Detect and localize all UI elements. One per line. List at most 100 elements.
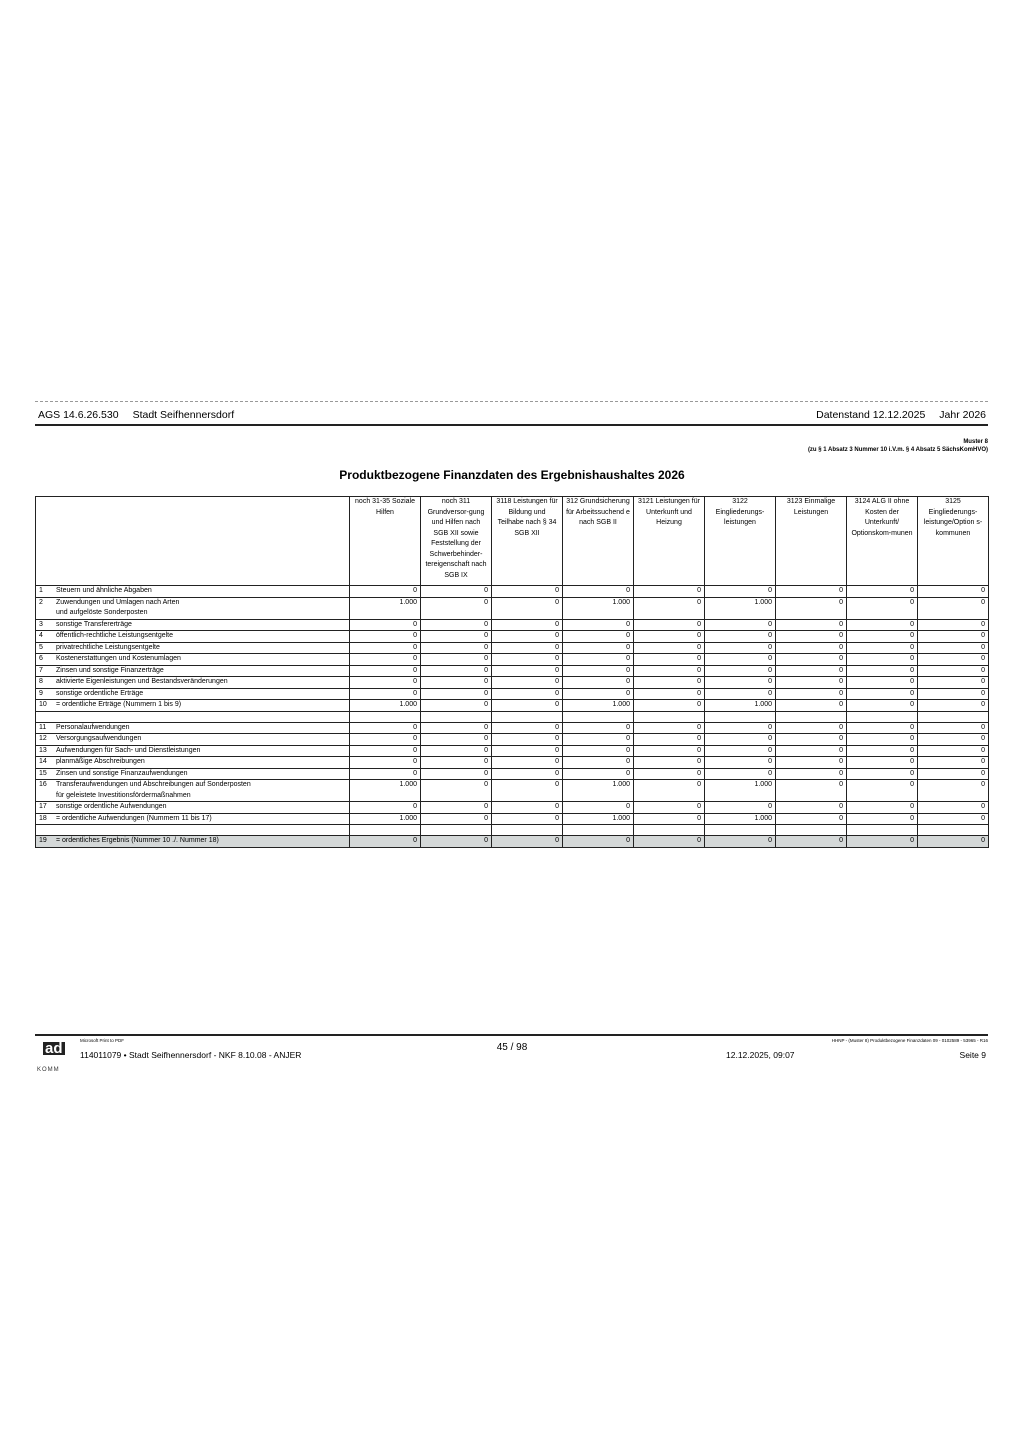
- value-cell: 0: [562, 630, 634, 643]
- value-cell: 0: [775, 618, 847, 631]
- spacer-row: [35, 710, 989, 723]
- value-cell: 0: [846, 812, 918, 825]
- table-row: 11 Personalaufwendungen 0 0 0 0 0 0 0 0 0: [35, 721, 989, 734]
- value-cell: 0: [633, 676, 705, 689]
- footer-left: 114011079 • Stadt Seifhennersdorf - NKF …: [80, 1050, 302, 1060]
- value-cell: 0: [349, 733, 421, 746]
- value-cell: 0: [917, 744, 989, 757]
- row-number: 18: [35, 812, 53, 825]
- value-cell: 0: [562, 835, 634, 848]
- value-cell: 0: [633, 835, 705, 848]
- row-label: sonstige ordentliche Aufwendungen: [53, 801, 350, 814]
- value-cell: 0: [846, 801, 918, 814]
- table-row: 16 Transferaufwendungen und Abschreibunge…: [35, 779, 989, 802]
- value-cell: 0: [420, 676, 492, 689]
- value-cell: 0: [349, 664, 421, 677]
- value-cell: 0: [633, 812, 705, 825]
- value-cell: 0: [704, 653, 776, 666]
- value-cell: 0: [349, 641, 421, 654]
- value-cell: 0: [633, 618, 705, 631]
- data-date: Datenstand 12.12.2025: [816, 409, 926, 421]
- row-label: Personalaufwendungen: [53, 721, 350, 734]
- value-cell: 0: [846, 721, 918, 734]
- value-cell: 0: [420, 756, 492, 769]
- value-cell: 0: [846, 744, 918, 757]
- value-cell: 0: [846, 779, 918, 802]
- row-number: 11: [35, 721, 53, 734]
- value-cell: 0: [775, 653, 847, 666]
- value-cell: 0: [349, 653, 421, 666]
- value-cell: 0: [491, 653, 563, 666]
- empty-cell: [633, 824, 705, 836]
- row-label: privatrechtliche Leistungsentgelte: [53, 641, 350, 654]
- value-cell: 0: [704, 756, 776, 769]
- value-cell: 1.000: [562, 779, 634, 802]
- value-cell: 0: [633, 687, 705, 700]
- row-label: = ordentliche Aufwendungen (Nummern 11 b…: [53, 812, 350, 825]
- row-label: Zinsen und sonstige Finanzaufwendungen: [53, 767, 350, 780]
- table-row: 19 = ordentliches Ergebnis (Nummer 10 ./.…: [35, 835, 989, 848]
- footer-ref: HHNP - (Muster 8) Produktbezogene Finanz…: [831, 1038, 988, 1043]
- value-cell: 0: [775, 676, 847, 689]
- value-cell: 0: [704, 630, 776, 643]
- empty-cell: [349, 824, 421, 836]
- value-cell: 0: [420, 630, 492, 643]
- value-cell: 0: [846, 641, 918, 654]
- value-cell: 0: [917, 641, 989, 654]
- table-row: 3 sonstige Transfererträge 0 0 0 0 0 0 0 0 0: [35, 618, 989, 631]
- value-cell: 0: [491, 641, 563, 654]
- value-cell: 0: [775, 812, 847, 825]
- value-cell: 0: [349, 767, 421, 780]
- value-cell: 0: [775, 699, 847, 712]
- column-header: noch 31-35 Soziale Hilfen: [349, 496, 421, 586]
- value-cell: 0: [775, 687, 847, 700]
- row-label: Aufwendungen für Sach- und Dienstleistun…: [53, 744, 350, 757]
- value-cell: 0: [775, 744, 847, 757]
- row-label: = ordentliches Ergebnis (Nummer 10 ./. N…: [53, 835, 350, 848]
- value-cell: 0: [775, 801, 847, 814]
- muster-legal-ref: (zu § 1 Absatz 3 Nummer 10 i.V.m. § 4 Ab…: [807, 447, 988, 453]
- value-cell: 0: [704, 767, 776, 780]
- value-cell: 0: [562, 653, 634, 666]
- empty-cell: [491, 824, 563, 836]
- row-label: sonstige ordentliche Erträge: [53, 687, 350, 700]
- row-label: Transferaufwendungen und Abschreibungen …: [53, 779, 350, 802]
- value-cell: 0: [846, 630, 918, 643]
- value-cell: 1.000: [704, 779, 776, 802]
- value-cell: 0: [704, 664, 776, 677]
- value-cell: 1.000: [562, 812, 634, 825]
- printer-name: Microsoft Print to PDF: [80, 1038, 125, 1043]
- municipality: Stadt Seifhennersdorf: [132, 409, 235, 421]
- value-cell: 0: [846, 664, 918, 677]
- value-cell: 0: [917, 653, 989, 666]
- value-cell: 1.000: [704, 596, 776, 620]
- row-number: 8: [35, 676, 53, 689]
- value-cell: 0: [775, 585, 847, 598]
- table-row: 6 Kostenerstattungen und Kostenumlagen 0 0 0…: [35, 653, 989, 666]
- table-row: 17 sonstige ordentliche Aufwendungen 0 0 0 0 0…: [35, 801, 989, 814]
- value-cell: 0: [704, 687, 776, 700]
- value-cell: 0: [704, 676, 776, 689]
- row-label: Versorgungsaufwendungen: [53, 733, 350, 746]
- value-cell: 0: [775, 767, 847, 780]
- row-number: 7: [35, 664, 53, 677]
- value-cell: 1.000: [562, 596, 634, 620]
- table-row: 5 privatrechtliche Leistungsentgelte 0 0 0 0 0…: [35, 641, 989, 654]
- empty-cell: [420, 710, 492, 723]
- table-row: 18 = ordentliche Aufwendungen (Nummern 11…: [35, 812, 989, 825]
- header-divider: [35, 424, 988, 426]
- row-label: Zinsen und sonstige Finanzerträge: [53, 664, 350, 677]
- column-header: 3118 Leistungen für Bildung und Teilhabe…: [491, 496, 563, 586]
- row-number: 16: [35, 779, 53, 802]
- value-cell: 0: [633, 585, 705, 598]
- empty-cell: [491, 710, 563, 723]
- value-cell: 0: [633, 721, 705, 734]
- value-cell: 0: [420, 641, 492, 654]
- value-cell: 0: [775, 779, 847, 802]
- value-cell: 0: [917, 618, 989, 631]
- value-cell: 0: [846, 653, 918, 666]
- empty-cell: [846, 824, 918, 836]
- value-cell: 0: [491, 779, 563, 802]
- value-cell: 0: [846, 767, 918, 780]
- row-number: 4: [35, 630, 53, 643]
